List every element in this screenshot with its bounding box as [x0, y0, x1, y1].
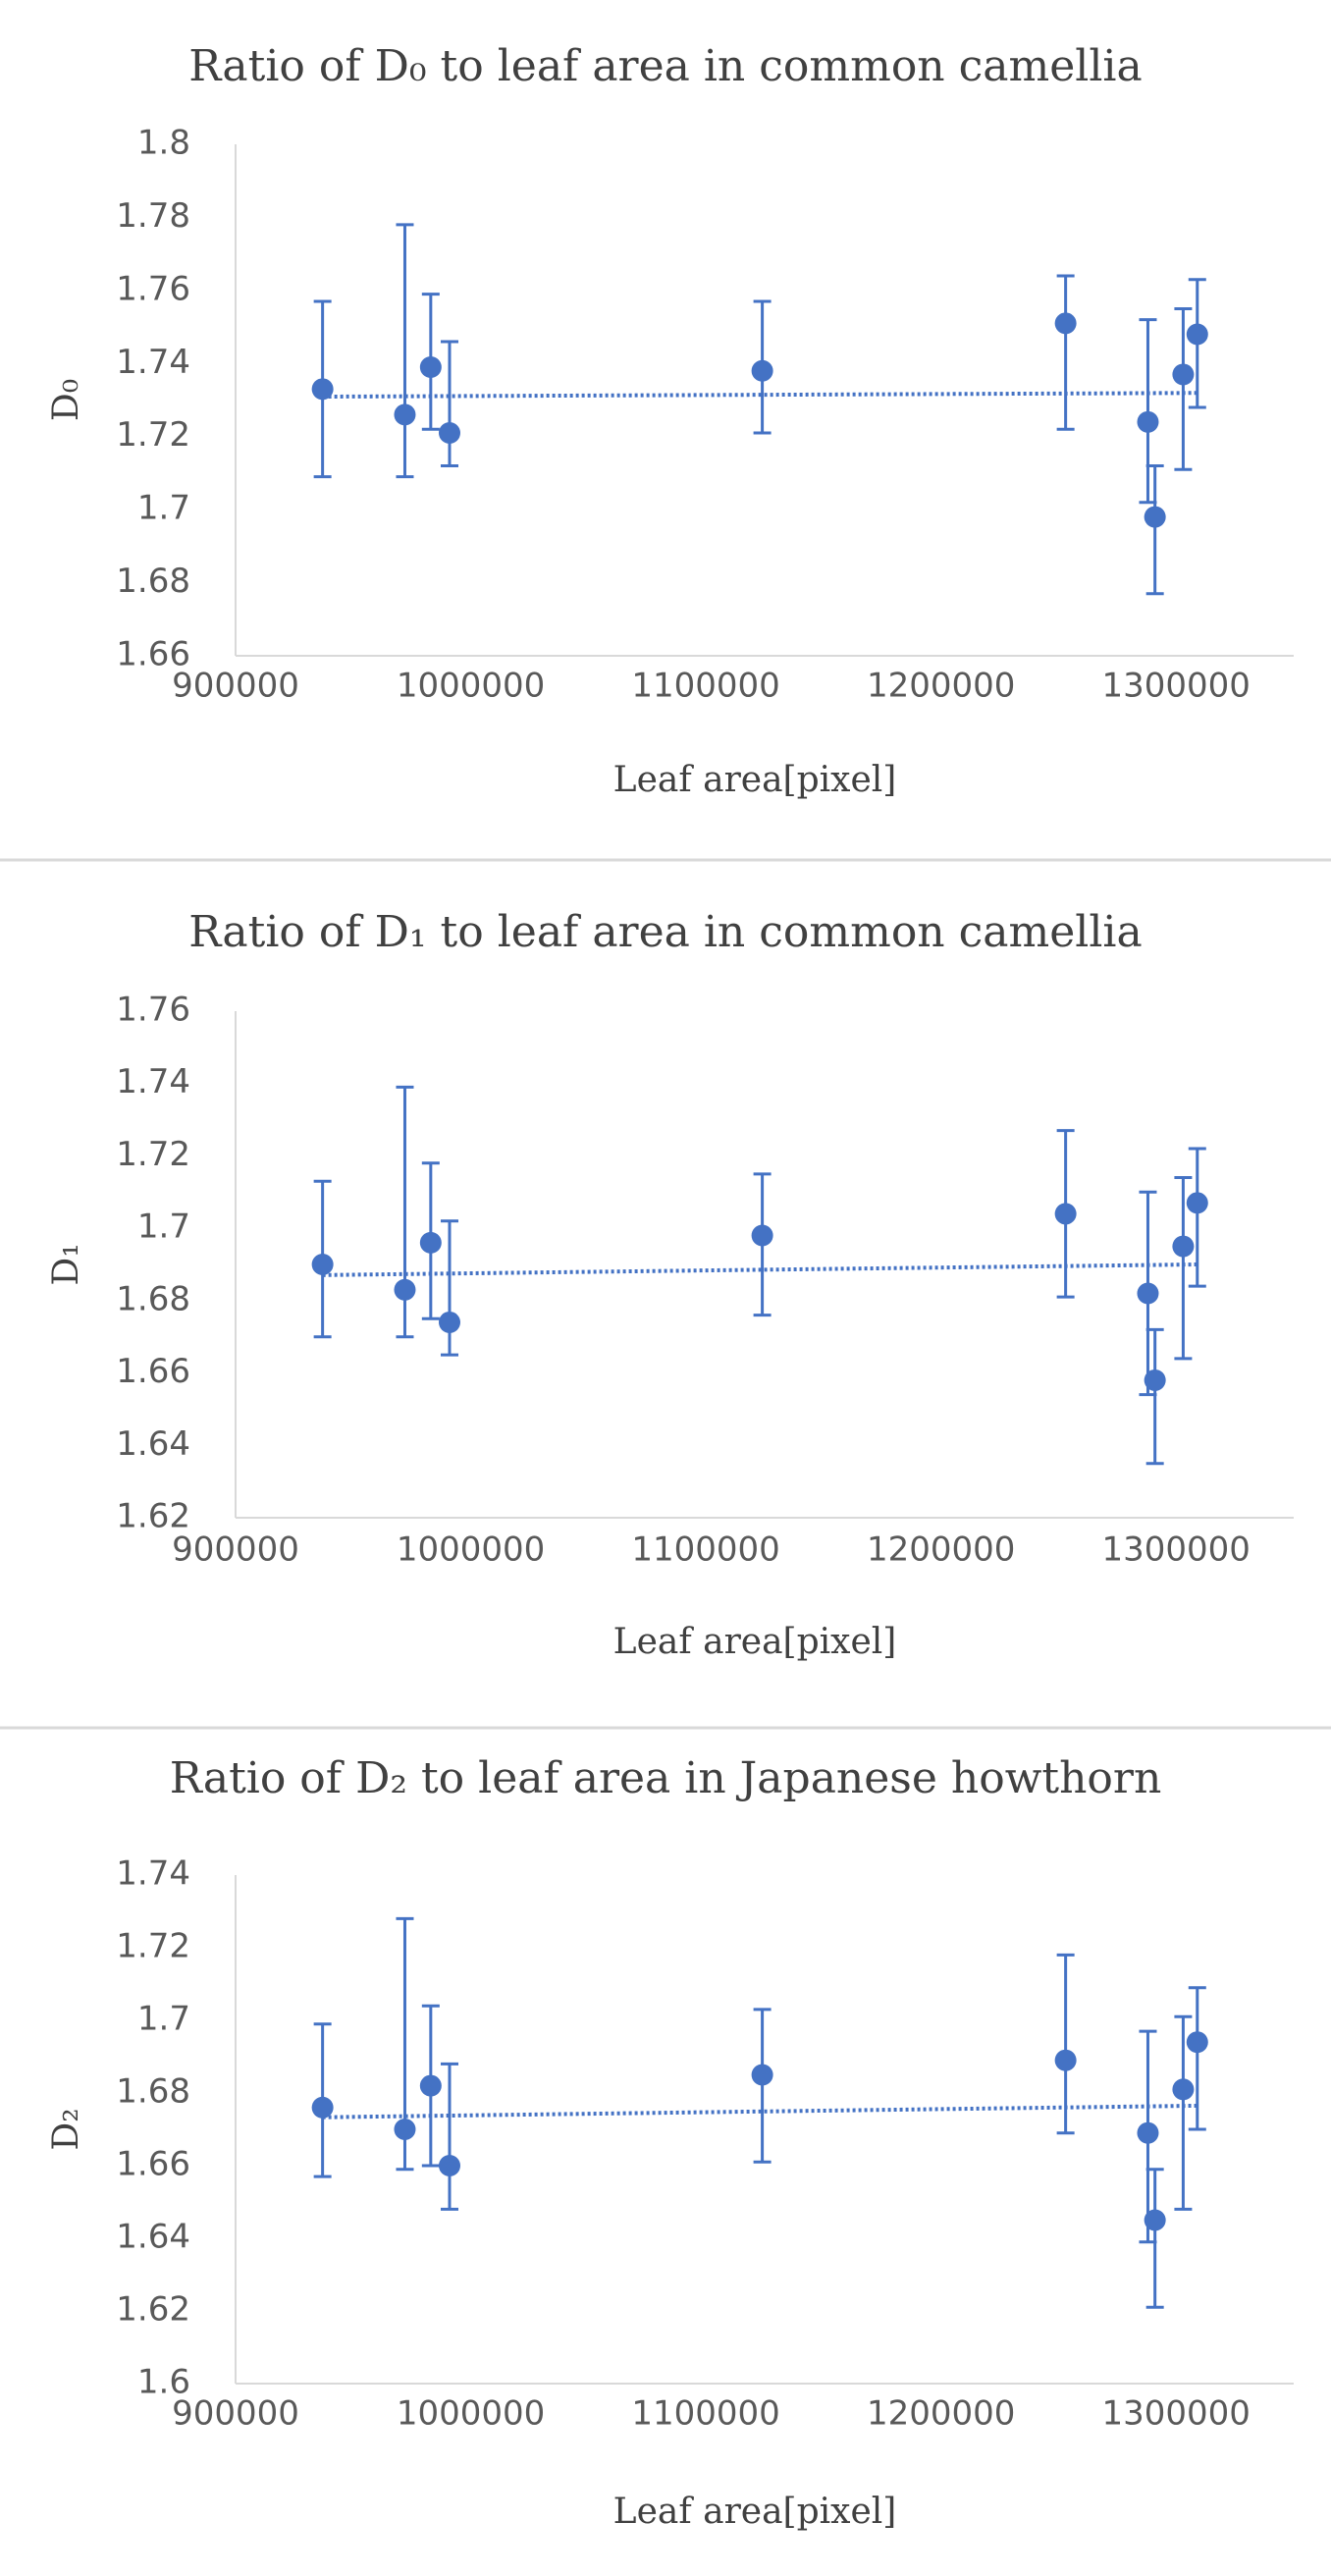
chart-title: Ratio of D₀ to leaf area in common camel…	[188, 41, 1142, 91]
data-point	[419, 1231, 442, 1254]
data-point	[751, 1224, 773, 1247]
data-point	[438, 421, 460, 444]
chart-title: Ratio of D₁ to leaf area in common camel…	[188, 907, 1142, 957]
x-tick-label: 1100000	[631, 2394, 779, 2434]
x-tick-label: 1200000	[867, 667, 1015, 706]
data-point	[394, 403, 416, 426]
data-point	[419, 2074, 442, 2097]
y-tick-label: 1.74	[116, 1854, 190, 1894]
data-point	[1137, 410, 1159, 433]
y-tick-label: 1.68	[116, 562, 190, 601]
data-point	[1144, 1368, 1166, 1391]
y-tick-label: 1.76	[116, 991, 190, 1030]
data-point	[1054, 1203, 1077, 1225]
data-point	[311, 378, 334, 401]
y-tick-label: 1.6	[137, 2363, 190, 2402]
chart-panel-d0: Ratio of D₀ to leaf area in common camel…	[46, 41, 1294, 800]
y-tick-label: 1.72	[116, 1135, 190, 1174]
data-point	[1172, 2078, 1195, 2101]
y-tick-label: 1.68	[116, 2072, 190, 2112]
y-axis-title: D₂	[46, 2108, 86, 2150]
data-point	[1054, 312, 1077, 335]
data-point	[1172, 363, 1195, 386]
y-tick-label: 1.66	[116, 635, 190, 674]
data-point	[1137, 2121, 1159, 2144]
y-tick-label: 1.7	[137, 2000, 190, 2039]
x-axis-title: Leaf area[pixel]	[613, 1622, 897, 1662]
x-tick-label: 1200000	[867, 2394, 1015, 2434]
y-tick-label: 1.7	[137, 489, 190, 528]
data-point	[1172, 1235, 1195, 1258]
data-point	[1186, 2031, 1208, 2054]
data-point	[1144, 506, 1166, 528]
chart-panel-d1: Ratio of D₁ to leaf area in common camel…	[46, 907, 1294, 1662]
data-point	[1137, 1282, 1159, 1305]
y-tick-label: 1.76	[116, 269, 190, 308]
y-axis-title: D₁	[46, 1243, 86, 1285]
data-point	[1186, 1192, 1208, 1214]
x-axis-title: Leaf area[pixel]	[613, 2492, 897, 2532]
x-tick-label: 1300000	[1102, 1530, 1251, 1570]
y-tick-label: 1.72	[116, 1927, 190, 1966]
data-point	[1054, 2049, 1077, 2071]
trendline	[322, 1262, 1198, 1277]
data-point	[419, 356, 442, 379]
y-axis-title: D₀	[46, 379, 86, 421]
x-tick-label: 1200000	[867, 1530, 1015, 1570]
data-point	[394, 2119, 416, 2140]
x-tick-label: 1100000	[631, 1530, 779, 1570]
y-tick-label: 1.64	[116, 2218, 190, 2257]
y-tick-label: 1.66	[116, 2145, 190, 2184]
x-tick-label: 900000	[172, 667, 299, 706]
x-tick-label: 1000000	[397, 1530, 545, 1570]
data-point	[438, 1311, 460, 1333]
y-tick-label: 1.72	[116, 415, 190, 455]
y-tick-label: 1.7	[137, 1208, 190, 1247]
x-tick-label: 1000000	[397, 667, 545, 706]
y-tick-label: 1.62	[116, 2290, 190, 2330]
x-tick-label: 1000000	[397, 2394, 545, 2434]
x-tick-label: 1300000	[1102, 667, 1251, 706]
y-tick-label: 1.64	[116, 1424, 190, 1464]
data-point	[394, 1278, 416, 1301]
y-tick-label: 1.68	[116, 1279, 190, 1318]
y-tick-label: 1.74	[116, 1062, 190, 1101]
x-tick-label: 1100000	[631, 667, 779, 706]
data-point	[1186, 323, 1208, 346]
data-point	[311, 2096, 334, 2119]
x-tick-label: 1300000	[1102, 2394, 1251, 2434]
data-point	[311, 1254, 334, 1275]
y-tick-label: 1.74	[116, 343, 190, 382]
x-axis-title: Leaf area[pixel]	[613, 760, 897, 800]
y-tick-label: 1.8	[137, 124, 190, 163]
chart-panel-d2: Ratio of D₂ to leaf area in Japanese how…	[46, 1753, 1294, 2532]
x-tick-label: 900000	[172, 1530, 299, 1570]
trendline	[322, 391, 1198, 400]
y-tick-label: 1.62	[116, 1497, 190, 1536]
data-point	[1144, 2209, 1166, 2231]
data-point	[438, 2155, 460, 2176]
data-point	[751, 359, 773, 382]
trendline	[322, 2103, 1198, 2120]
data-point	[751, 2064, 773, 2086]
y-tick-label: 1.78	[116, 196, 190, 236]
y-tick-label: 1.66	[116, 1352, 190, 1391]
x-tick-label: 900000	[172, 2394, 299, 2434]
chart-title: Ratio of D₂ to leaf area in Japanese how…	[170, 1753, 1162, 1803]
